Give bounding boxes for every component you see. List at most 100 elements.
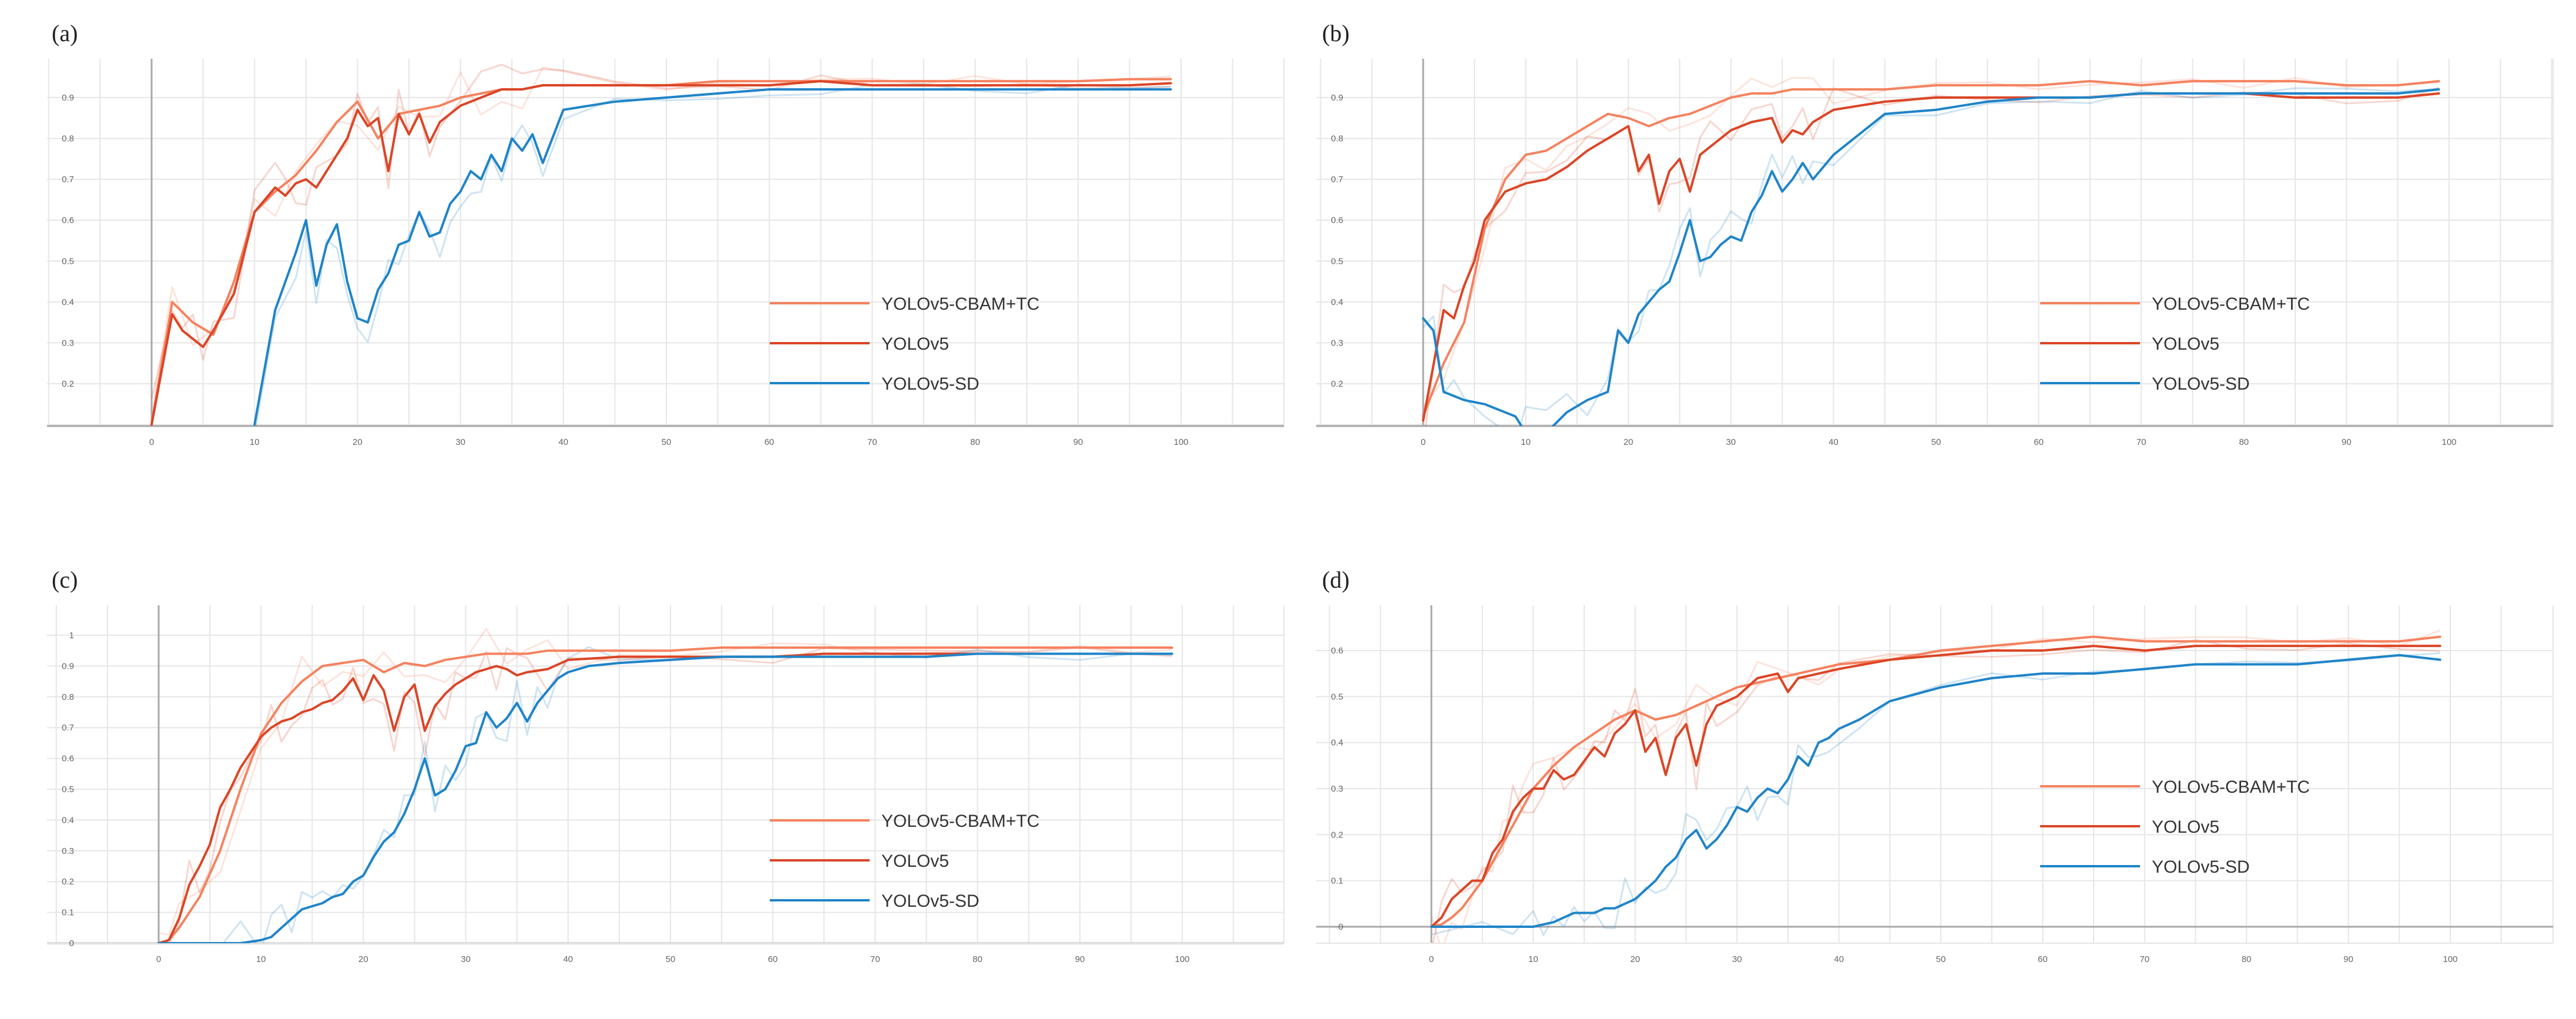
y-tick-label: 0.2 [1331, 379, 1343, 389]
x-tick-label: 30 [1732, 954, 1742, 964]
x-tick-label: 10 [1528, 954, 1538, 964]
series-line-yolov5-sd [157, 652, 1173, 943]
x-tick-label: 70 [2136, 437, 2146, 447]
y-tick-label: 0.5 [62, 256, 74, 266]
legend-label-cbam-tc: YOLOv5-CBAM+TC [2152, 777, 2310, 797]
x-tick-label: 60 [768, 954, 778, 964]
raw-trace-yolov5 [150, 63, 1171, 399]
x-tick-label: 70 [2139, 954, 2149, 964]
x-tick-label: 40 [1829, 437, 1839, 447]
x-tick-label: 80 [970, 437, 980, 447]
y-tick-label: 0.4 [62, 815, 74, 825]
y-tick-label: 0.6 [62, 216, 74, 226]
y-tick-label: 0.6 [1331, 646, 1343, 656]
series-line-yolov5-sd [1430, 653, 2441, 928]
y-tick-label: 0.6 [1331, 216, 1343, 226]
x-tick-label: 100 [1173, 437, 1188, 447]
legend-label-cbam-tc: YOLOv5-CBAM+TC [881, 294, 1039, 314]
series-line-cbam-tc [157, 646, 1173, 943]
x-tick-label: 0 [156, 954, 161, 964]
x-tick-label: 40 [563, 954, 573, 964]
panel-label-d: (d) [1322, 567, 1350, 593]
legend-label-yolov5: YOLOv5 [881, 334, 949, 354]
y-tick-label: 0.3 [62, 846, 74, 856]
x-tick-label: 0 [149, 437, 154, 447]
panel-label-a: (a) [52, 20, 78, 46]
legend-label-yolov5: YOLOv5 [2152, 817, 2219, 837]
y-tick-label: 0.8 [1331, 134, 1343, 144]
legend-label-yolov5: YOLOv5 [881, 852, 949, 871]
x-tick-label: 100 [2441, 437, 2456, 447]
y-tick-label: 0.7 [62, 175, 74, 185]
y-tick-label: 0.4 [1331, 738, 1343, 748]
y-tick-label: 0 [69, 938, 74, 948]
x-tick-label: 30 [455, 437, 465, 447]
x-tick-label: 90 [1075, 954, 1085, 964]
raw-trace-yolov5-sd [255, 83, 1171, 426]
legend-d: YOLOv5-CBAM+TC YOLOv5 YOLOv5-SD [2040, 777, 2310, 877]
x-tick-label: 60 [2034, 437, 2044, 447]
y-tick-label: 0.5 [1331, 256, 1343, 266]
y-tick-label: 0.2 [1331, 830, 1343, 840]
x-tick-label: 70 [870, 954, 880, 964]
panel-b: (b) 0 10 20 30 40 50 60 70 80 90 100 0.2 0.3 0.4 0.5 0.… [1316, 20, 2554, 447]
x-tick-label: 90 [1073, 437, 1083, 447]
x-tick-label: 20 [1624, 437, 1634, 447]
legend-c: YOLOv5-CBAM+TC YOLOv5 YOLOv5-SD [770, 812, 1039, 911]
legend-a: YOLOv5-CBAM+TC YOLOv5 YOLOv5-SD [770, 294, 1039, 394]
x-tick-label: 90 [2343, 954, 2353, 964]
series-line-yolov5 [150, 80, 1172, 426]
y-tick-label: 0.4 [1331, 297, 1343, 307]
legend-label-cbam-tc: YOLOv5-CBAM+TC [881, 812, 1039, 831]
x-tick-label: 50 [666, 954, 676, 964]
x-tick-label: 50 [1931, 437, 1941, 447]
x-tick-label: 30 [461, 954, 471, 964]
x-tick-label: 0 [1429, 954, 1434, 964]
x-tick-label: 40 [558, 437, 568, 447]
panel-label-b: (b) [1322, 20, 1350, 46]
raw-trace-yolov5 [169, 646, 1172, 943]
x-tick-label: 20 [1630, 954, 1640, 964]
y-tick-label: 0.6 [62, 754, 74, 764]
y-tick-label: 0 [1339, 922, 1343, 932]
series-line-cbam-tc [1430, 635, 2441, 928]
series-line-yolov5-sd [1422, 88, 2440, 426]
y-tick-label: 0.3 [62, 338, 74, 348]
x-tick-label: 30 [1726, 437, 1736, 447]
x-tick-label: 50 [1936, 954, 1946, 964]
y-tick-label: 0.5 [1331, 692, 1343, 702]
legend-label-yolov5-sd: YOLOv5-SD [881, 891, 980, 911]
panel-label-c: (c) [52, 567, 78, 593]
y-tick-label: 0.1 [1331, 876, 1343, 886]
y-tick-label: 1 [69, 631, 74, 641]
raw-trace-cbam-tc [1422, 76, 2439, 408]
x-tick-label: 80 [2242, 954, 2252, 964]
y-tick-label: 0.2 [62, 877, 74, 887]
x-tick-label: 10 [1521, 437, 1531, 447]
x-tick-label: 20 [358, 954, 368, 964]
legend-label-yolov5: YOLOv5 [2152, 334, 2219, 354]
series-line-cbam-tc [1422, 80, 2440, 418]
y-tick-label: 0.7 [62, 723, 74, 733]
x-tick-label: 80 [2239, 437, 2249, 447]
y-tick-label: 0.9 [62, 93, 74, 103]
y-tick-label: 0.8 [62, 134, 74, 144]
x-tick-label: 70 [867, 437, 877, 447]
legend-label-yolov5-sd: YOLOv5-SD [881, 374, 980, 394]
series-line-cbam-tc [150, 78, 1172, 426]
legend-b: YOLOv5-CBAM+TC YOLOv5 YOLOv5-SD [2040, 294, 2310, 394]
y-tick-label: 0.9 [62, 661, 74, 671]
panel-a: (a) 0 10 20 30 40 50 60 70 80 90 100 0.2 0.3 0.4 0.5 0.… [47, 20, 1284, 447]
legend-label-cbam-tc: YOLOv5-CBAM+TC [2152, 294, 2310, 314]
y-tick-label: 0.5 [62, 785, 74, 795]
panel-c: (c) 0 10 20 30 40 50 60 70 80 90 100 0 0.1 0.2 0.3 0.4 0… [47, 567, 1284, 964]
series-line-yolov5 [1430, 645, 2441, 928]
y-tick-label: 0.7 [1331, 175, 1343, 185]
x-tick-label: 90 [2342, 437, 2352, 447]
x-tick-label: 50 [662, 437, 672, 447]
x-tick-label: 100 [2443, 954, 2457, 964]
legend-label-yolov5-sd: YOLOv5-SD [2152, 857, 2250, 877]
y-tick-label: 0.1 [62, 908, 74, 918]
x-tick-label: 20 [353, 437, 363, 447]
